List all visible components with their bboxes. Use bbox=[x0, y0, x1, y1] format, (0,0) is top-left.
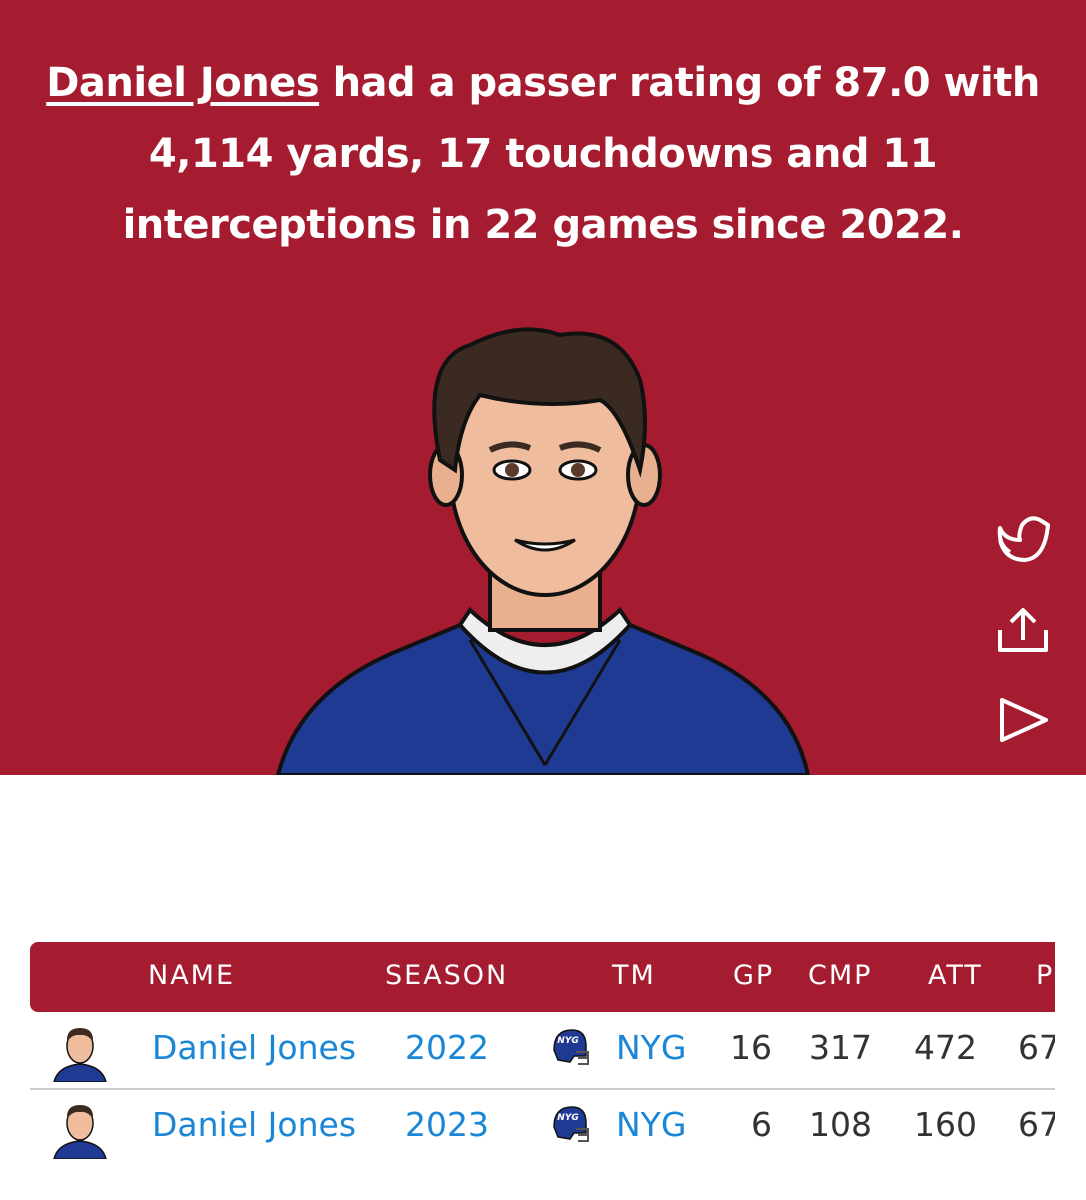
column-header[interactable]: TM bbox=[612, 960, 656, 991]
team-logo: NYG bbox=[553, 1029, 589, 1065]
attempts: 160 bbox=[914, 1105, 977, 1144]
play-icon[interactable] bbox=[1000, 698, 1048, 742]
table-header bbox=[30, 942, 1055, 1012]
team[interactable]: NYG bbox=[616, 1028, 687, 1067]
hero-card: Daniel Jones had a passer rating of 87.0… bbox=[0, 0, 1086, 775]
share-icon[interactable] bbox=[998, 608, 1048, 652]
season[interactable]: 2023 bbox=[405, 1105, 489, 1144]
season[interactable]: 2022 bbox=[405, 1028, 489, 1067]
headline: Daniel Jones had a passer rating of 87.0… bbox=[20, 48, 1066, 261]
percentage: 67 bbox=[1018, 1028, 1055, 1067]
column-header[interactable]: CMP bbox=[808, 960, 873, 991]
completions: 317 bbox=[809, 1028, 872, 1067]
twitter-icon[interactable] bbox=[997, 516, 1050, 562]
completions: 108 bbox=[809, 1105, 872, 1144]
games-played: 16 bbox=[730, 1028, 772, 1067]
percentage: 67 bbox=[1018, 1105, 1055, 1144]
headline-text: had a passer rating of 87.0 with 4,114 y… bbox=[122, 60, 1041, 248]
share-icons bbox=[997, 516, 1050, 742]
helmet-label: NYG bbox=[557, 1113, 578, 1123]
games-played: 6 bbox=[751, 1105, 772, 1144]
stats-table: NAME SEASON TM GP CMP ATT P Daniel Jones… bbox=[0, 940, 1055, 1200]
player-illustration bbox=[275, 327, 1050, 775]
player-name[interactable]: Daniel Jones bbox=[152, 1028, 357, 1067]
player-link[interactable]: Daniel Jones bbox=[46, 60, 320, 106]
player-avatar bbox=[53, 1105, 107, 1159]
player-name[interactable]: Daniel Jones bbox=[152, 1105, 357, 1144]
row-separator bbox=[30, 1088, 1055, 1090]
column-header[interactable]: NAME bbox=[148, 960, 236, 991]
attempts: 472 bbox=[914, 1028, 977, 1067]
helmet-label: NYG bbox=[557, 1036, 578, 1046]
column-header[interactable]: ATT bbox=[928, 960, 983, 991]
team-logo: NYG bbox=[553, 1106, 589, 1142]
team[interactable]: NYG bbox=[616, 1105, 687, 1144]
column-header[interactable]: P bbox=[1036, 960, 1055, 991]
column-header[interactable]: SEASON bbox=[385, 960, 509, 991]
player-avatar bbox=[53, 1028, 107, 1082]
column-header[interactable]: GP bbox=[733, 960, 775, 991]
